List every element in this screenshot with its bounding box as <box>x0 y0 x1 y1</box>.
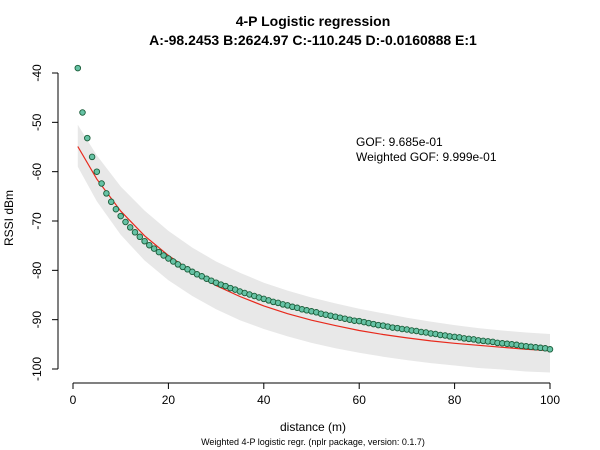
y-axis-label: RSSI dBm <box>2 190 16 246</box>
data-point <box>155 248 163 256</box>
weighted-gof-annotation: Weighted GOF: 9.999e-01 <box>356 150 497 164</box>
data-point <box>112 205 120 213</box>
data-point <box>136 233 144 241</box>
y-tick-label: -100 <box>30 357 44 381</box>
data-point <box>98 180 105 187</box>
chart-subtitle: A:-98.2453 B:2624.97 C:-110.245 D:-0.016… <box>149 32 477 48</box>
data-point <box>88 153 96 161</box>
x-tick-label: 0 <box>70 393 77 407</box>
data-point <box>141 237 148 245</box>
data-point <box>122 218 129 226</box>
y-tick-label: -80 <box>30 261 44 279</box>
x-tick-label: 100 <box>540 393 560 407</box>
chart-title: 4-P Logistic regression <box>236 13 391 29</box>
data-point <box>150 245 158 252</box>
footnote: Weighted 4-P logistic regr. (nplr packag… <box>201 437 425 447</box>
data-point <box>103 190 110 197</box>
data-point <box>84 134 91 142</box>
plot-area: 0 20 40 60 80 100 -100 -90 -80 -70 -60 -50 -40 <box>30 64 560 407</box>
data-point <box>126 224 134 231</box>
y-tick-label: -90 <box>30 311 44 329</box>
data-point <box>146 241 153 249</box>
data-point <box>165 255 172 262</box>
data-point <box>74 64 82 72</box>
x-tick-label: 80 <box>448 393 462 407</box>
y-tick-label: -70 <box>30 212 44 230</box>
x-tick-label: 20 <box>162 393 176 407</box>
x-tick-label: 60 <box>353 393 367 407</box>
data-point <box>131 229 139 236</box>
x-axis-label: distance (m) <box>280 420 346 434</box>
y-tick-label: -40 <box>30 64 44 82</box>
data-point <box>546 346 554 353</box>
data-point <box>169 258 177 265</box>
data-point <box>160 252 167 259</box>
y-tick-label: -50 <box>30 113 44 131</box>
gof-annotation: GOF: 9.685e-01 <box>356 135 443 149</box>
data-point <box>79 109 86 116</box>
fitted-curve <box>77 146 551 352</box>
x-tick-label: 40 <box>257 393 271 407</box>
data-point <box>93 168 101 175</box>
data-point <box>107 198 115 206</box>
data-point <box>117 212 124 220</box>
y-tick-label: -60 <box>30 163 44 181</box>
